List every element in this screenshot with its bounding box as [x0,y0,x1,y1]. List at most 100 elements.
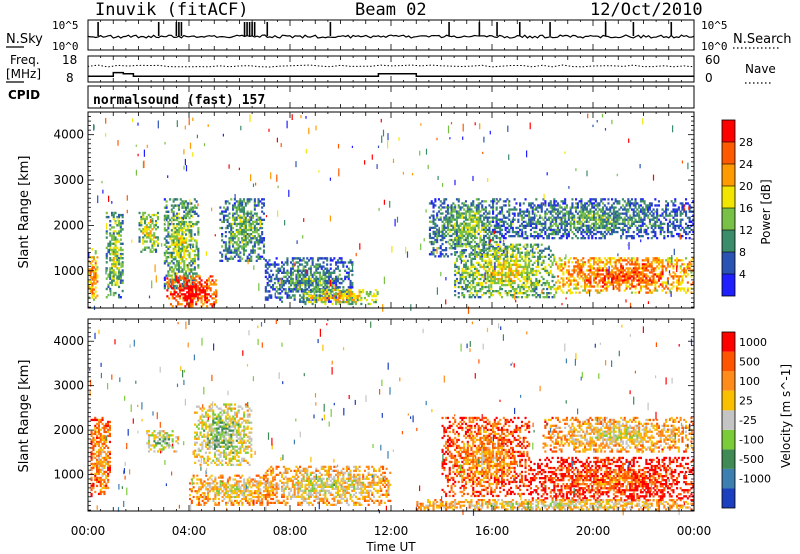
scatter-cell [641,277,644,280]
scatter-cell [584,212,587,215]
scatter-cell [253,243,256,246]
scatter-cell [623,218,626,221]
scatter-cell [302,300,305,304]
scatter-cell [670,283,673,286]
scatter-cell [533,273,536,277]
scatter-cell [192,210,195,213]
scatter-cell [284,275,287,279]
scatter-cell [511,226,514,230]
scatter-cell [188,239,191,242]
scatter-cell [226,251,229,254]
scatter-cell [197,264,200,267]
scatter-cell [170,216,173,220]
scatter-cell [497,269,500,273]
scatter-cell [470,220,473,223]
scatter-cell [620,269,623,272]
scatter-cell [105,211,108,215]
scatter-cell [112,248,115,252]
scatter-cell [475,281,478,285]
scatter-cell [266,263,269,266]
scatter-cell [250,255,253,258]
scatter-cell [338,292,341,296]
scatter-cell [576,206,579,209]
scatter-cell [464,214,467,217]
scatter-cell [607,202,610,205]
scatter-cell [430,236,433,240]
scatter-cell [464,230,467,233]
scatter-cell [192,282,195,286]
scatter-cell [190,225,193,228]
scatter-cell [221,253,224,256]
scatter-cell [636,269,639,272]
scatter-cell [230,251,233,254]
scatter-cell [94,282,97,285]
scatter-cell [522,271,525,275]
scatter-cell [474,226,477,229]
scatter-cell [93,292,95,295]
scatter-cell [454,290,457,293]
scatter-cell [224,241,227,244]
scatter-cell [259,239,262,242]
scatter-cell [508,271,511,275]
scatter-cell [450,218,453,221]
scatter-cell [235,218,238,221]
scatter-cell [495,271,498,275]
scatter-cell [353,294,356,298]
scatter-cell [351,292,354,296]
scatter-cell [170,251,173,255]
scatter-cell [520,257,523,260]
scatter-cell [504,247,507,250]
scatter-cell [200,299,203,302]
scatter-cell [609,210,612,213]
scatter-cell [109,242,112,245]
scatter-cell [582,214,585,217]
scatter-cell [336,298,339,302]
scatter-cell [575,235,578,238]
scatter-cell [347,294,350,298]
scatter-cell [528,253,531,256]
scatter-cell [546,208,549,211]
scatter-cell [495,222,498,225]
scatter-cell [553,255,556,258]
scatter-cell [546,294,549,297]
scatter-cell [555,204,558,207]
scatter-cell [257,241,260,244]
scatter-cell [463,287,466,291]
scatter-cell [479,236,482,240]
scatter-cell [627,261,630,264]
scatter-cell [232,251,235,254]
scatter-cell [587,273,590,276]
scatter-cell [88,280,90,283]
scatter-cell [187,295,190,298]
scatter-cell [261,231,264,234]
scatter-cell [342,298,345,302]
scatter-cell [647,263,650,266]
scatter-cell [288,288,291,291]
scatter-cell [196,297,199,300]
scatter-cell [242,251,245,254]
scatter-cell [432,253,435,256]
scatter-cell [183,241,186,244]
scatter-cell [486,261,489,264]
scatter-cell [181,239,184,242]
scatter-cell [257,200,260,203]
scatter-cell [607,218,610,221]
scatter-cell [593,206,596,209]
scatter-cell [226,247,229,250]
scatter-cell [607,216,610,219]
scatter-cell [457,224,460,227]
scatter-cell [475,220,478,223]
scatter-cell [142,242,145,245]
scatter-cell [459,230,462,233]
scatter-cell [177,303,180,306]
scatter-cell [299,298,302,301]
scatter-cell [474,285,477,289]
scatter-cell [522,259,525,262]
scatter-cell [596,259,599,262]
scatter-cell [519,255,522,258]
scatter-cell [515,275,518,279]
scatter-cell [302,269,305,272]
scatter-cell [311,261,314,264]
scatter-cell [587,216,590,219]
scatter-cell [151,250,154,253]
